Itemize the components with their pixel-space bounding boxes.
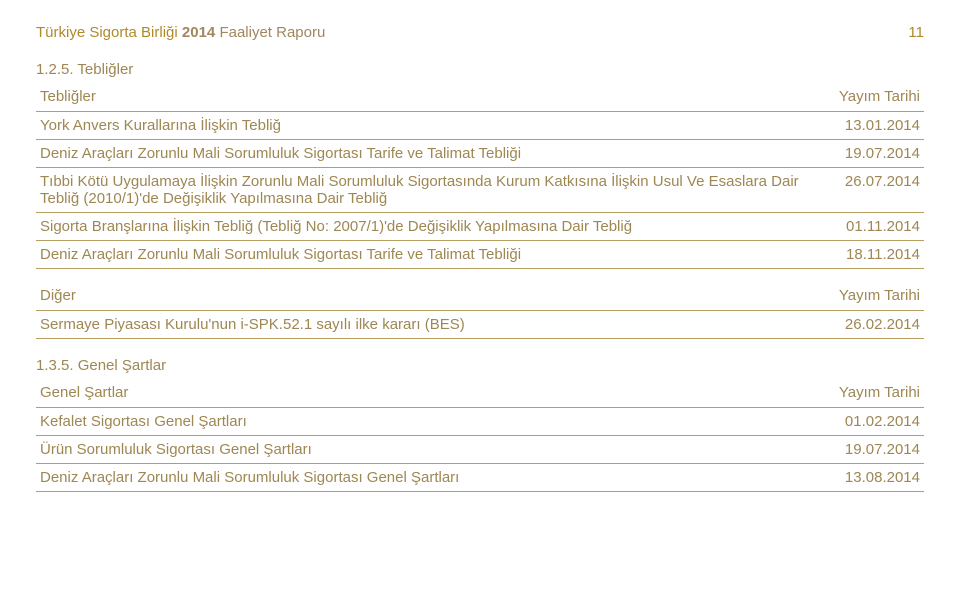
table-row: Sermaye Piyasası Kurulu'nun i-SPK.52.1 s… — [36, 311, 924, 339]
section-heading: 1.3.5. Genel Şartlar — [36, 357, 924, 374]
title-rest: Faaliyet Raporu — [219, 24, 325, 41]
genel-sartlar-table: Genel Şartlar Yayım Tarihi Kefalet Sigor… — [36, 380, 924, 492]
col-header-right: Yayım Tarihi — [806, 380, 924, 408]
table-row: Tıbbi Kötü Uygulamaya İlişkin Zorunlu Ma… — [36, 168, 924, 213]
cell-right: 26.02.2014 — [806, 311, 924, 339]
cell-right: 19.07.2014 — [806, 140, 924, 168]
table-row: Deniz Araçları Zorunlu Mali Sorumluluk S… — [36, 241, 924, 269]
cell-right: 26.07.2014 — [806, 168, 924, 213]
col-header-right: Yayım Tarihi — [806, 283, 924, 311]
diger-table: Diğer Yayım Tarihi Sermaye Piyasası Kuru… — [36, 283, 924, 339]
col-header-left: Tebliğler — [36, 84, 806, 112]
table-row: Deniz Araçları Zorunlu Mali Sorumluluk S… — [36, 464, 924, 492]
cell-left: Deniz Araçları Zorunlu Mali Sorumluluk S… — [36, 464, 806, 492]
col-header-left: Genel Şartlar — [36, 380, 806, 408]
org-name: Türkiye Sigorta Birliği — [36, 24, 178, 41]
tebligler-table: Tebliğler Yayım Tarihi York Anvers Kural… — [36, 84, 924, 269]
cell-left: Deniz Araçları Zorunlu Mali Sorumluluk S… — [36, 241, 806, 269]
cell-left: York Anvers Kurallarına İlişkin Tebliğ — [36, 112, 806, 140]
year: 2014 — [182, 24, 215, 41]
cell-right: 13.08.2014 — [806, 464, 924, 492]
cell-left: Sermaye Piyasası Kurulu'nun i-SPK.52.1 s… — [36, 311, 806, 339]
cell-left: Tıbbi Kötü Uygulamaya İlişkin Zorunlu Ma… — [36, 168, 806, 213]
cell-right: 01.02.2014 — [806, 408, 924, 436]
cell-left: Deniz Araçları Zorunlu Mali Sorumluluk S… — [36, 140, 806, 168]
section-heading: 1.2.5. Tebliğler — [36, 61, 924, 78]
page-number: 11 — [908, 24, 924, 41]
cell-left: Kefalet Sigortası Genel Şartları — [36, 408, 806, 436]
col-header-right: Yayım Tarihi — [806, 84, 924, 112]
table-row: Ürün Sorumluluk Sigortası Genel Şartları… — [36, 436, 924, 464]
table-row: Sigorta Branşlarına İlişkin Tebliğ (Tebl… — [36, 213, 924, 241]
col-header-left: Diğer — [36, 283, 806, 311]
cell-right: 18.11.2014 — [806, 241, 924, 269]
page-header: Türkiye Sigorta Birliği 2014 Faaliyet Ra… — [36, 24, 924, 41]
cell-left: Ürün Sorumluluk Sigortası Genel Şartları — [36, 436, 806, 464]
table-row: Deniz Araçları Zorunlu Mali Sorumluluk S… — [36, 140, 924, 168]
cell-right: 01.11.2014 — [806, 213, 924, 241]
cell-right: 19.07.2014 — [806, 436, 924, 464]
cell-right: 13.01.2014 — [806, 112, 924, 140]
table-row: Kefalet Sigortası Genel Şartları01.02.20… — [36, 408, 924, 436]
document-title: Türkiye Sigorta Birliği 2014 Faaliyet Ra… — [36, 24, 325, 41]
table-row: York Anvers Kurallarına İlişkin Tebliğ13… — [36, 112, 924, 140]
cell-left: Sigorta Branşlarına İlişkin Tebliğ (Tebl… — [36, 213, 806, 241]
